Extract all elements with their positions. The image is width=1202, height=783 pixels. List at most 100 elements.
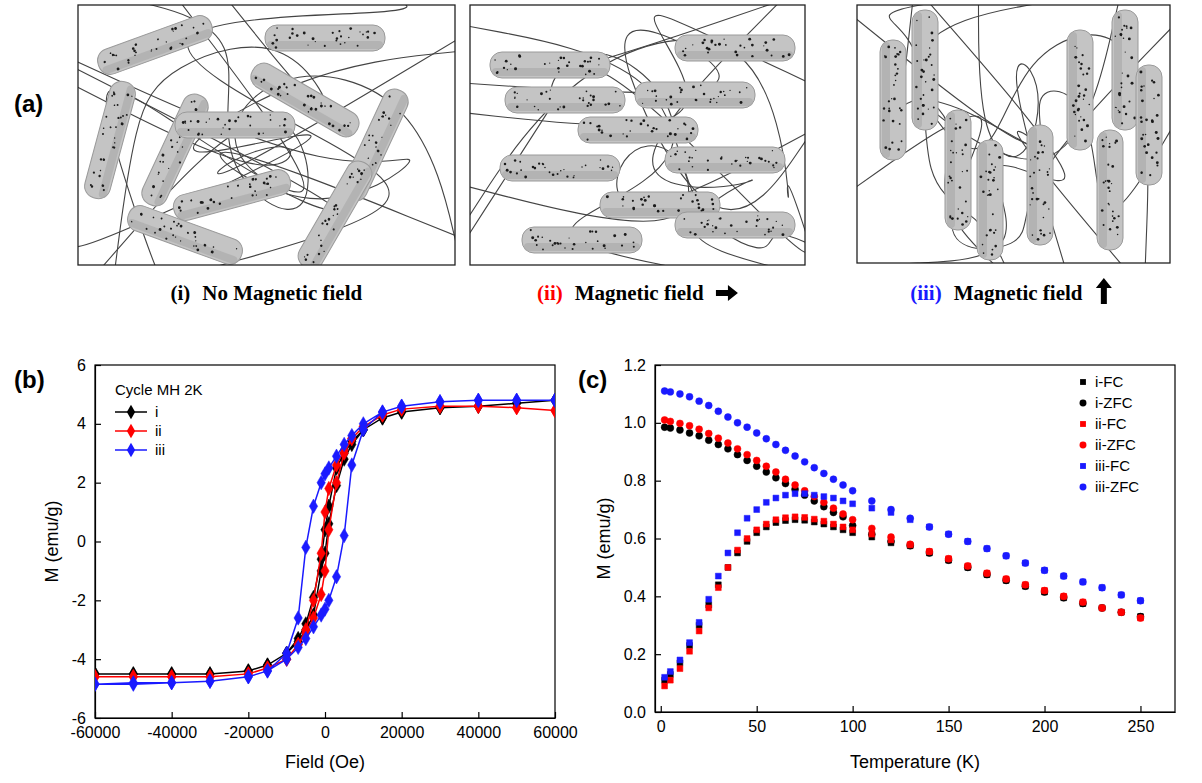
legend-entry: ii-ZFC (1080, 436, 1136, 453)
nanoparticle (734, 160, 736, 162)
polymer-chain (907, 5, 1065, 263)
nanoparticle (563, 57, 565, 59)
nanoparticle (168, 168, 170, 170)
nanoparticle (1156, 114, 1159, 117)
nanoparticle (957, 218, 959, 220)
nanoparticle (1074, 56, 1077, 59)
nanoparticle (1047, 174, 1049, 176)
nanoparticle (249, 185, 252, 188)
nanoparticle (179, 224, 183, 228)
nanoparticle (607, 102, 610, 105)
nanoparticle (90, 184, 92, 186)
data-point (686, 393, 693, 400)
nanoparticle (695, 150, 696, 151)
nanoparticle (998, 156, 1001, 159)
nanoparticle (534, 239, 537, 242)
nanoparticle (725, 44, 727, 46)
nanoparticle (1077, 84, 1080, 87)
nanoparticle (251, 194, 254, 197)
data-point (325, 523, 333, 537)
polymer-chain (923, 5, 1119, 263)
nanoparticle (185, 37, 187, 39)
caption-label: Magnetic field (954, 281, 1083, 305)
nanoparticle (237, 116, 239, 118)
tick: -20000 (224, 712, 274, 741)
nanoparticle (1031, 187, 1033, 189)
data-point (551, 393, 555, 407)
nanoparticle (1111, 183, 1112, 184)
tick-label: 0.6 (624, 530, 646, 547)
nanoparticle (279, 125, 280, 126)
data-point (772, 441, 779, 448)
nanoparticle (181, 43, 184, 46)
data-point (676, 420, 683, 427)
nanoparticle (655, 95, 657, 97)
nanorod-body (1027, 125, 1053, 245)
nanoparticle (677, 209, 680, 212)
legend: Cycle MH 2Kiiiiii (115, 381, 203, 458)
nanoparticle (140, 214, 142, 216)
nanoparticle (1155, 131, 1158, 134)
data-point (965, 538, 971, 544)
nanoparticle (190, 120, 192, 122)
nanoparticle (894, 63, 896, 65)
data-point (696, 628, 702, 634)
nanoparticle (283, 83, 286, 86)
data-point (735, 547, 741, 553)
nanoparticle (625, 119, 627, 121)
legend-entry: i (115, 403, 158, 420)
nanoparticle (333, 205, 336, 208)
legend-label: ii-ZFC (1095, 436, 1136, 453)
data-point (1118, 609, 1124, 615)
nanoparticle (899, 51, 901, 53)
tick: 0.2 (624, 646, 661, 663)
nanoparticle (380, 154, 382, 156)
nanoparticle (651, 90, 653, 92)
tick: -40000 (147, 712, 197, 741)
nanoparticle (897, 53, 899, 55)
nanoparticle (951, 140, 953, 142)
nanoparticle (1143, 145, 1146, 148)
nanoparticle (509, 171, 512, 174)
nanoparticle (291, 32, 294, 35)
nanorod-shade (637, 98, 753, 106)
nanoparticle (992, 179, 995, 182)
nanoparticle (931, 39, 934, 42)
tick: -4 (72, 651, 101, 668)
nanoparticle (894, 74, 896, 76)
nanoparticle (690, 132, 692, 134)
data-point (782, 476, 789, 483)
nanoparticle (701, 210, 703, 212)
tick-mark (325, 712, 326, 718)
caption-numeral: (iii) (910, 281, 942, 305)
nanoparticle (549, 98, 551, 100)
nanorod-shade (677, 228, 793, 236)
data-point (820, 470, 827, 477)
nanoparticle (1120, 82, 1122, 84)
nanoparticle (763, 45, 764, 46)
data-point (436, 395, 444, 409)
nanoparticle (1114, 142, 1115, 143)
nanoparticle (1145, 151, 1148, 154)
nanoparticle (131, 221, 133, 223)
nanoparticle (1123, 38, 1125, 40)
nanoparticle (113, 146, 116, 149)
nanoparticle (518, 54, 521, 57)
tick: 0.4 (624, 588, 661, 605)
nanorod (1136, 65, 1162, 185)
nanoparticle (266, 182, 269, 185)
nanoparticle (1128, 100, 1130, 102)
axis: -6-4-20246 (72, 357, 101, 727)
nanoparticle (160, 217, 162, 219)
nanoparticle (988, 194, 990, 196)
nanoparticle (496, 71, 499, 74)
nanoparticle (236, 248, 238, 250)
nanoparticle (326, 223, 329, 226)
nanoparticle (1111, 165, 1114, 168)
nanoparticle (327, 217, 331, 221)
nanoparticle (572, 248, 574, 250)
nanoparticle (888, 108, 890, 110)
data-point (888, 534, 895, 541)
nanoparticle (343, 124, 346, 127)
nanoparticle (1047, 171, 1049, 173)
